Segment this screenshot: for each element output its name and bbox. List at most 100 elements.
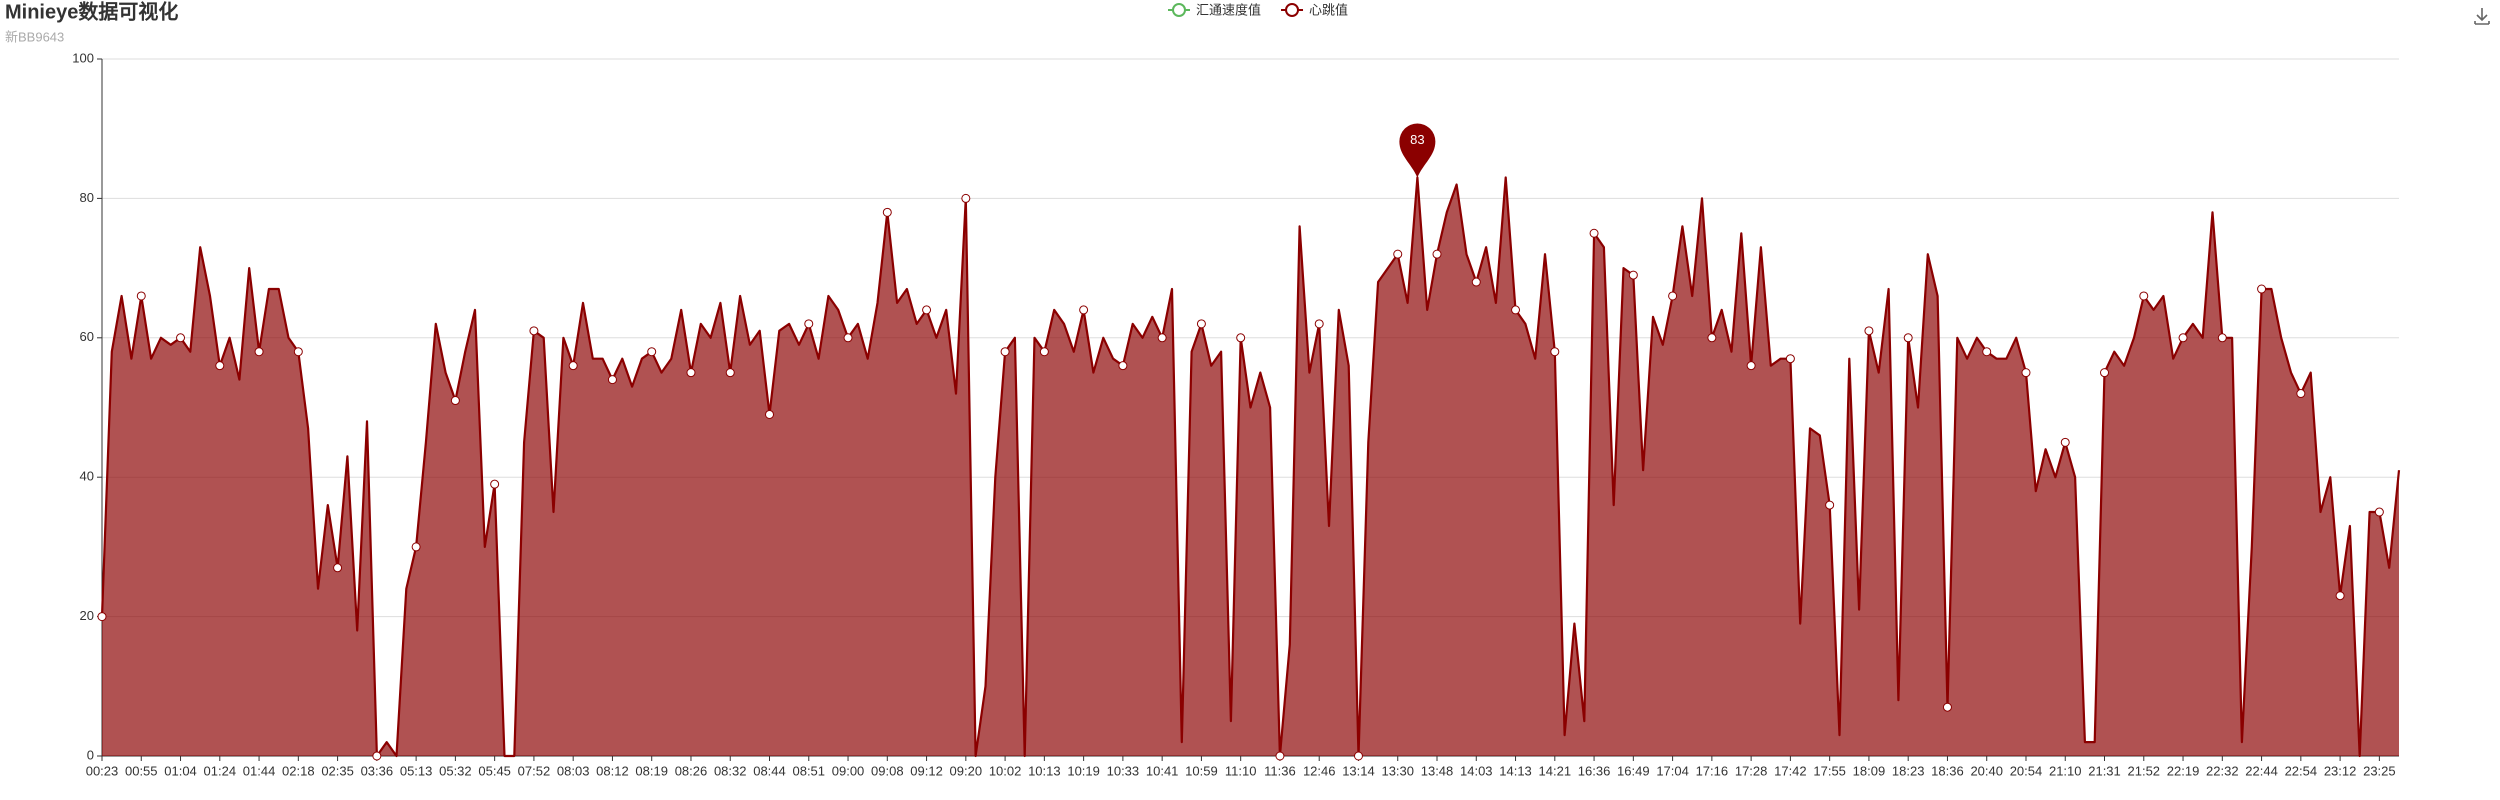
mark-pin-label: 83 — [1410, 132, 1424, 147]
download-icon[interactable] — [2474, 8, 2490, 25]
x-tick-label: 17:28 — [1735, 763, 1768, 778]
download-glyph[interactable] — [2474, 8, 2490, 25]
x-tick-label: 18:09 — [1853, 763, 1886, 778]
x-tick-label: 21:31 — [2088, 763, 2121, 778]
point-symbol — [215, 361, 225, 371]
x-tick-label: 01:24 — [204, 763, 237, 778]
point-symbol — [1353, 751, 1363, 761]
x-tick-label: 08:19 — [635, 763, 668, 778]
x-tick-label: 08:12 — [596, 763, 629, 778]
x-tick-label: 05:32 — [439, 763, 472, 778]
point-symbol — [1785, 354, 1795, 364]
point-symbol — [254, 347, 264, 357]
x-tick-label: 23:25 — [2363, 763, 2396, 778]
x-tick-label: 11:10 — [1225, 763, 1257, 778]
x-tick-label: 18:23 — [1892, 763, 1925, 778]
y-tick-label: 40 — [80, 469, 94, 484]
x-tick-label: 21:10 — [2049, 763, 2082, 778]
y-tick-label: 0 — [87, 747, 94, 762]
x-tick-label: 17:55 — [1813, 763, 1846, 778]
x-tick-label: 09:12 — [910, 763, 943, 778]
x-tick-label: 08:26 — [675, 763, 708, 778]
x-tick-label: 00:55 — [125, 763, 158, 778]
legend-item[interactable]: 心跳值 — [1281, 2, 1348, 17]
x-tick-label: 17:16 — [1696, 763, 1729, 778]
legend-symbol — [1285, 3, 1300, 17]
point-symbol — [2217, 333, 2227, 343]
x-tick-label: 09:20 — [950, 763, 983, 778]
x-tick-label: 10:19 — [1067, 763, 1100, 778]
point-symbol — [1982, 347, 1992, 357]
x-tick-label: 16:36 — [1578, 763, 1611, 778]
point-symbol — [843, 333, 853, 343]
point-symbol — [725, 368, 735, 378]
legend-label: 汇通速度值 — [1196, 2, 1261, 17]
point-symbol — [961, 193, 971, 203]
point-symbol — [490, 479, 500, 489]
x-tick-label: 05:13 — [400, 763, 433, 778]
x-tick-label: 02:18 — [282, 763, 315, 778]
x-tick-label: 18:36 — [1931, 763, 1964, 778]
x-tick-label: 13:14 — [1342, 763, 1375, 778]
point-symbol — [136, 291, 146, 301]
legend-item[interactable]: 汇通速度值 — [1168, 2, 1261, 17]
point-symbol — [2060, 437, 2070, 447]
point-symbol — [2178, 333, 2188, 343]
point-symbol — [176, 333, 186, 343]
x-tick-label: 00:23 — [86, 763, 119, 778]
point-symbol — [1000, 347, 1010, 357]
point-symbol — [1942, 702, 1952, 712]
point-symbol — [1668, 291, 1678, 301]
point-symbol — [372, 751, 382, 761]
point-symbol — [2335, 591, 2345, 601]
point-symbol — [1707, 333, 1717, 343]
point-symbol — [529, 326, 539, 336]
x-tick-label: 17:04 — [1656, 763, 1689, 778]
y-tick-label: 60 — [80, 329, 94, 344]
x-tick-label: 08:32 — [714, 763, 747, 778]
x-tick-label: 22:32 — [2206, 763, 2239, 778]
x-tick-label: 14:03 — [1460, 763, 1493, 778]
point-symbol — [2374, 507, 2384, 517]
x-tick-label: 10:13 — [1028, 763, 1061, 778]
x-tick-label: 01:04 — [164, 763, 197, 778]
x-tick-label: 05:45 — [478, 763, 511, 778]
point-symbol — [1432, 249, 1442, 259]
x-tick-label: 22:54 — [2285, 763, 2318, 778]
x-tick-label: 10:59 — [1185, 763, 1218, 778]
point-symbol — [607, 375, 617, 385]
point-symbol — [1157, 333, 1167, 343]
point-symbol — [411, 542, 421, 552]
x-tick-label: 12:46 — [1303, 763, 1336, 778]
x-tick-label: 10:33 — [1107, 763, 1140, 778]
x-tick-label: 10:02 — [989, 763, 1022, 778]
point-symbol — [686, 368, 696, 378]
legend-symbol — [1172, 3, 1186, 17]
mark-pin — [1399, 123, 1436, 178]
x-tick-label: 07:52 — [518, 763, 551, 778]
point-symbol — [1746, 361, 1756, 371]
point-symbol — [1511, 305, 1521, 315]
x-tick-label: 20:40 — [1970, 763, 2003, 778]
x-tick-label: 09:00 — [832, 763, 865, 778]
area — [102, 177, 2399, 756]
x-tick-label: 03:36 — [361, 763, 394, 778]
point-symbol — [1314, 319, 1324, 329]
y-tick-label: 100 — [72, 50, 94, 65]
x-tick-label: 08:44 — [753, 763, 786, 778]
x-tick-label: 13:30 — [1381, 763, 1414, 778]
x-tick-label: 13:48 — [1421, 763, 1454, 778]
chart-subtitle: 新BB9643 — [5, 29, 64, 44]
point-symbol — [1628, 270, 1638, 280]
x-tick-label: 08:03 — [557, 763, 590, 778]
legend-label: 心跳值 — [1309, 2, 1348, 17]
point-symbol — [333, 563, 343, 573]
point-symbol — [647, 347, 657, 357]
chart-title: Minieye数据可视化 — [5, 0, 178, 23]
x-tick-label: 01:44 — [243, 763, 276, 778]
y-tick-label: 20 — [80, 608, 94, 623]
x-tick-label: 22:19 — [2167, 763, 2200, 778]
x-tick-label: 21:52 — [2128, 763, 2161, 778]
y-tick-label: 80 — [80, 190, 94, 205]
